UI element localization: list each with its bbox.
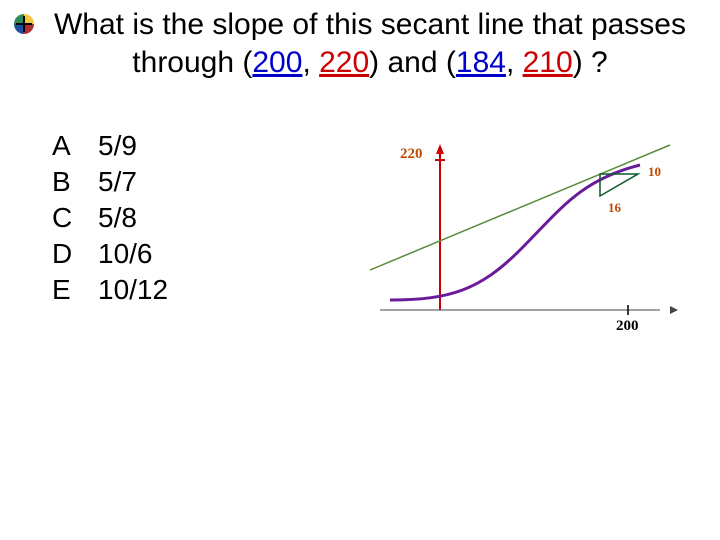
point1-y: 220 — [319, 46, 369, 79]
option-letter: D — [52, 238, 98, 270]
option-value: 5/8 — [98, 202, 137, 234]
option-row: E 10/12 — [52, 274, 168, 306]
question-mid: ) and ( — [369, 46, 456, 79]
secant-graph: 220 200 16 10 — [370, 140, 690, 340]
question-text: What is the slope of this secant line th… — [40, 6, 700, 81]
answer-options: A 5/9 B 5/7 C 5/8 D 10/6 E 10/12 — [52, 130, 168, 310]
option-row: D 10/6 — [52, 238, 168, 270]
svg-text:220: 220 — [400, 146, 423, 162]
option-row: B 5/7 — [52, 166, 168, 198]
option-row: A 5/9 — [52, 130, 168, 162]
point2-y: 210 — [523, 46, 573, 79]
option-value: 5/9 — [98, 130, 137, 162]
option-letter: A — [52, 130, 98, 162]
point1-x: 200 — [252, 46, 302, 79]
option-letter: B — [52, 166, 98, 198]
sep1: , — [302, 46, 319, 79]
option-value: 5/7 — [98, 166, 137, 198]
option-value: 10/6 — [98, 238, 153, 270]
point2-x: 184 — [456, 46, 506, 79]
option-letter: E — [52, 274, 98, 306]
sep2: , — [506, 46, 523, 79]
option-row: C 5/8 — [52, 202, 168, 234]
svg-text:200: 200 — [616, 318, 639, 334]
question-suffix: ) ? — [573, 46, 608, 79]
svg-text:10: 10 — [648, 164, 661, 179]
svg-text:16: 16 — [608, 200, 622, 215]
option-value: 10/12 — [98, 274, 168, 306]
bullet-icon — [14, 14, 34, 34]
option-letter: C — [52, 202, 98, 234]
